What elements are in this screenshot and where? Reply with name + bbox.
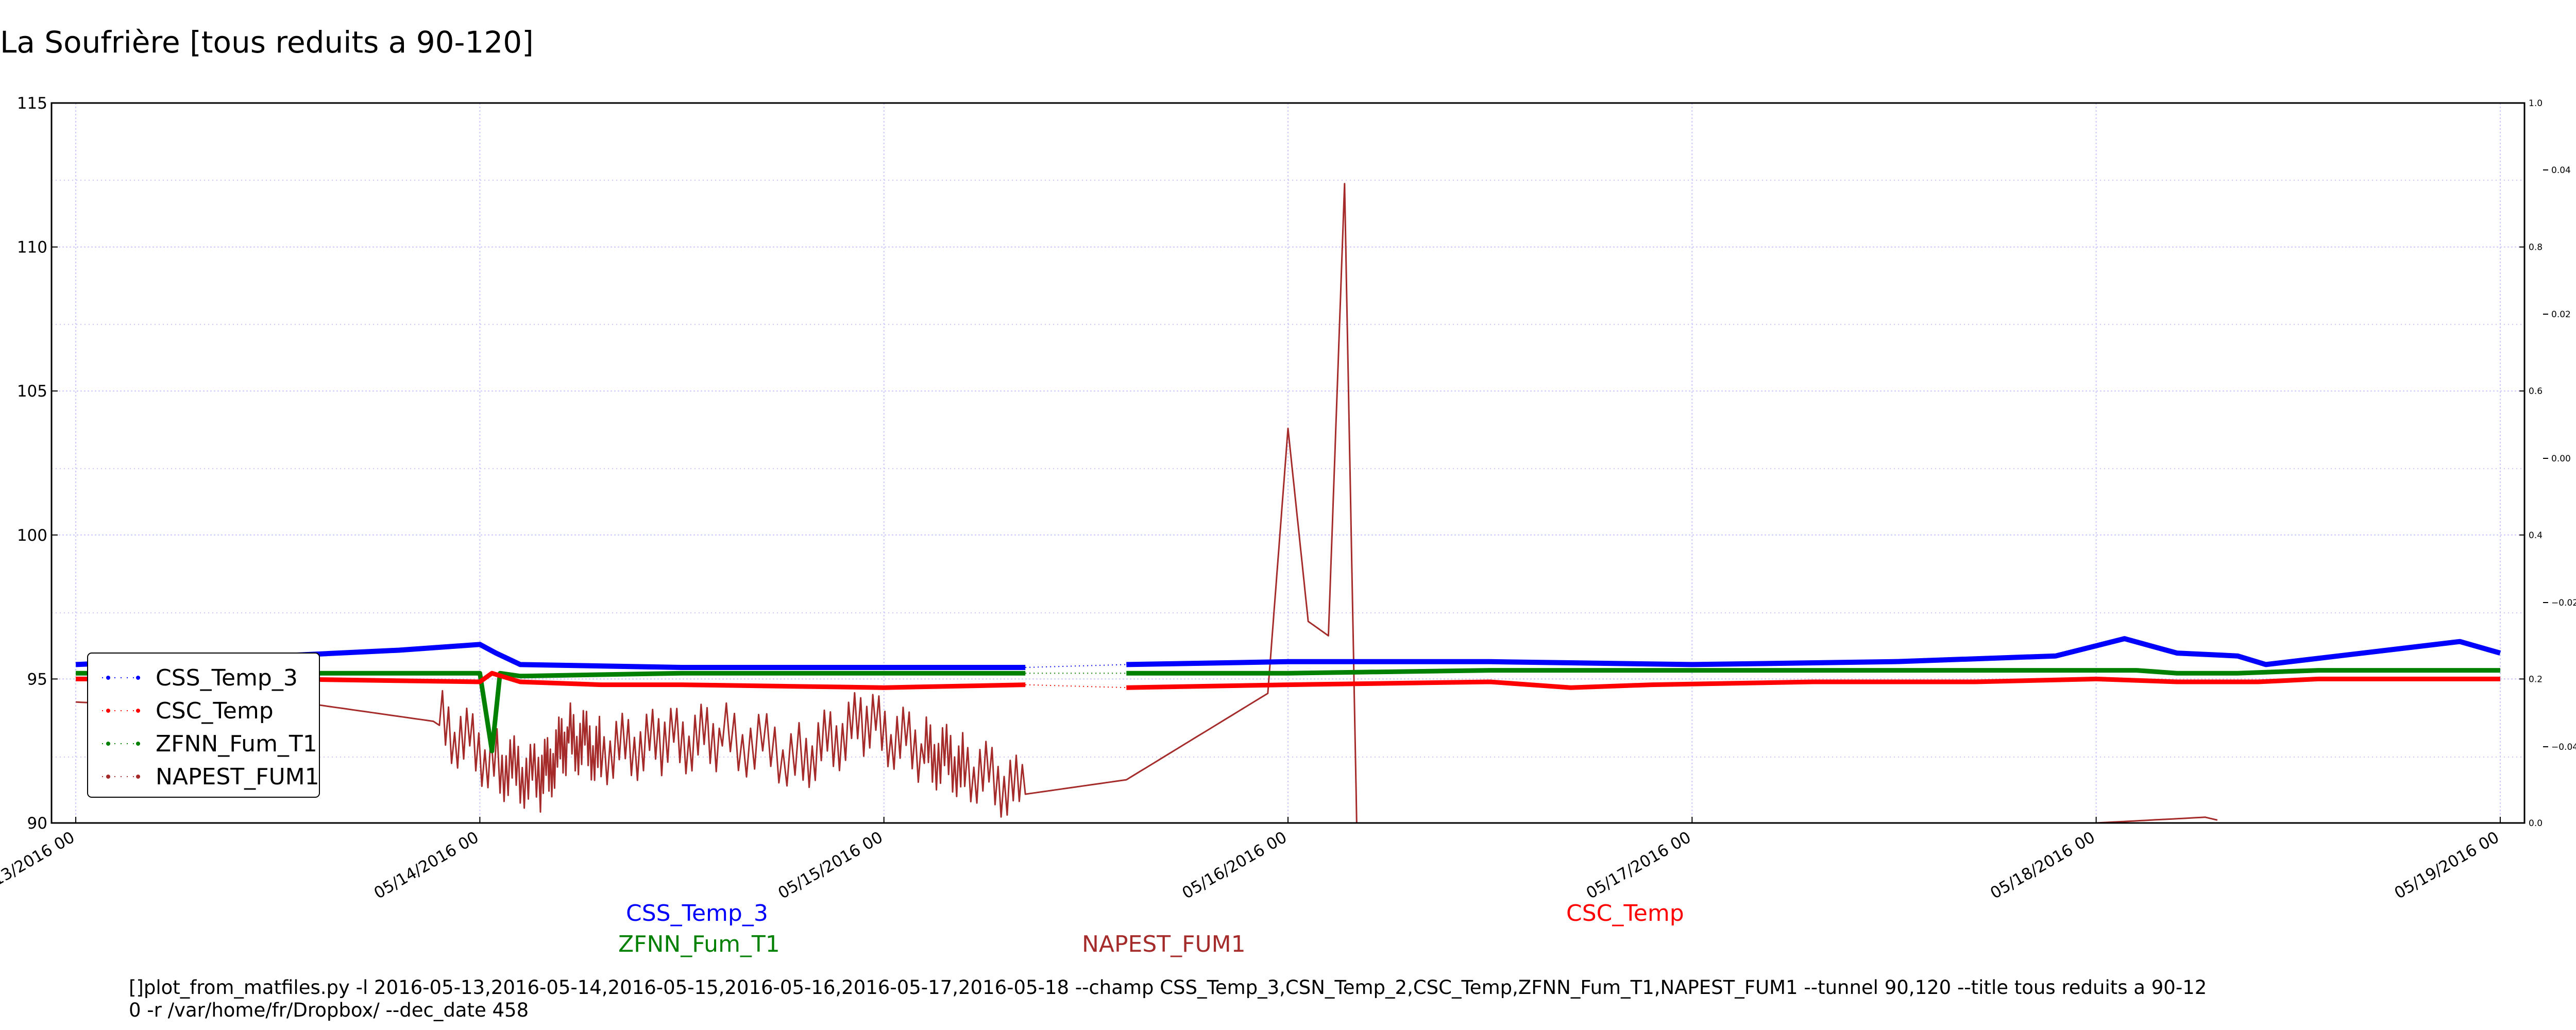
- series-line-csc_temp: [76, 671, 1026, 690]
- series-line-napest_fum1: [76, 183, 2218, 824]
- legend-marker-csc_temp: [106, 709, 110, 713]
- legend-marker-napest_fum1: [106, 775, 110, 779]
- right-secondary-tick-label: 0.04: [2551, 165, 2571, 176]
- right-tick-label: 0.2: [2529, 674, 2543, 684]
- series-line-zfnn_fum_t1: [76, 671, 1026, 753]
- x-tick-label: 05/19/2016 00: [2392, 828, 2502, 903]
- right-axis: 0.0 0.2 0.4 0.6 0.8 1.0 −0.04 −0.02 0.00 0.02 0.04: [2519, 98, 2576, 829]
- right-tick-label: 0.4: [2529, 530, 2543, 541]
- series-line-csc_temp-b: [1126, 676, 2500, 690]
- legend-marker-css_temp_3: [136, 676, 140, 680]
- chart-grid: [52, 103, 2524, 823]
- x-tick-label: 05/14/2016 00: [371, 828, 482, 903]
- y-tick-label: 90: [27, 814, 47, 833]
- right-tick-label: 0.8: [2529, 243, 2543, 253]
- series-label-csc_temp: CSC_Temp: [1566, 900, 1684, 926]
- legend-box: [87, 653, 320, 798]
- x-tick-label: 05/17/2016 00: [1583, 828, 1694, 903]
- legend-marker-zfnn_fum_t1: [106, 742, 110, 746]
- legend-label-zfnn_fum_t1: ZFNN_Fum_T1: [156, 731, 317, 757]
- x-tick-label: 05/13/2016 00: [0, 828, 78, 903]
- right-tick-label: 0.6: [2529, 386, 2543, 397]
- legend-marker-css_temp_3: [106, 676, 110, 680]
- y-tick-label: 105: [17, 382, 47, 401]
- x-tick-label: 05/16/2016 00: [1179, 828, 1290, 903]
- legend-marker-napest_fum1: [136, 775, 140, 779]
- legend: CSS_Temp_3 CSC_Temp ZFNN_Fum_T1 NAPEST_FUM1: [87, 653, 320, 798]
- command-line-2: 0 -r /var/home/fr/Dropbox/ --dec_date 45…: [129, 999, 529, 1021]
- right-secondary-tick-label: 0.00: [2551, 454, 2571, 464]
- right-secondary-tick-label: −0.04: [2551, 742, 2576, 752]
- series-label-napest_fum1: NAPEST_FUM1: [1082, 931, 1246, 957]
- series-line-zfnn_fum_t1-b: [1126, 668, 2500, 676]
- y-tick-label: 115: [17, 94, 47, 113]
- y-tick-label: 100: [17, 526, 47, 545]
- legend-marker-csc_temp: [136, 709, 140, 713]
- x-tick-label: 05/18/2016 00: [1987, 828, 2098, 903]
- plot-frame: [50, 102, 2526, 824]
- chart-gap-lines: [1025, 664, 1127, 689]
- right-secondary-tick-label: 0.02: [2551, 310, 2571, 320]
- right-secondary-tick-label: −0.02: [2551, 598, 2576, 608]
- series-label-zfnn_fum_t1: ZFNN_Fum_T1: [618, 931, 780, 957]
- y-tick-label: 110: [17, 238, 47, 257]
- y-axis: 90 95 100 105 110 115: [17, 94, 58, 833]
- series-label-css_temp_3: CSS_Temp_3: [626, 900, 768, 926]
- x-tick-label: 05/15/2016 00: [775, 828, 886, 903]
- legend-marker-zfnn_fum_t1: [136, 742, 140, 746]
- right-tick-label: 1.0: [2529, 98, 2543, 109]
- legend-label-csc_temp: CSC_Temp: [156, 698, 274, 724]
- legend-label-napest_fum1: NAPEST_FUM1: [156, 764, 319, 790]
- x-axis: 05/13/2016 00 05/14/2016 00 05/15/2016 00 0…: [0, 817, 2502, 903]
- series-line-css_temp_3-b: [1126, 636, 2501, 667]
- gap-link-csc_temp: [1025, 684, 1127, 689]
- gap-link-css_temp_3: [1025, 664, 1127, 668]
- command-line-1: []plot_from_matfiles.py -l 2016-05-13,20…: [129, 976, 2207, 999]
- right-tick-label: 0.0: [2529, 818, 2543, 829]
- y-tick-label: 95: [27, 670, 47, 689]
- chart-title: La Soufrière [tous reduits a 90-120]: [0, 25, 534, 60]
- command-line: []plot_from_matfiles.py -l 2016-05-13,20…: [129, 976, 2207, 1022]
- legend-label-css_temp_3: CSS_Temp_3: [156, 665, 298, 691]
